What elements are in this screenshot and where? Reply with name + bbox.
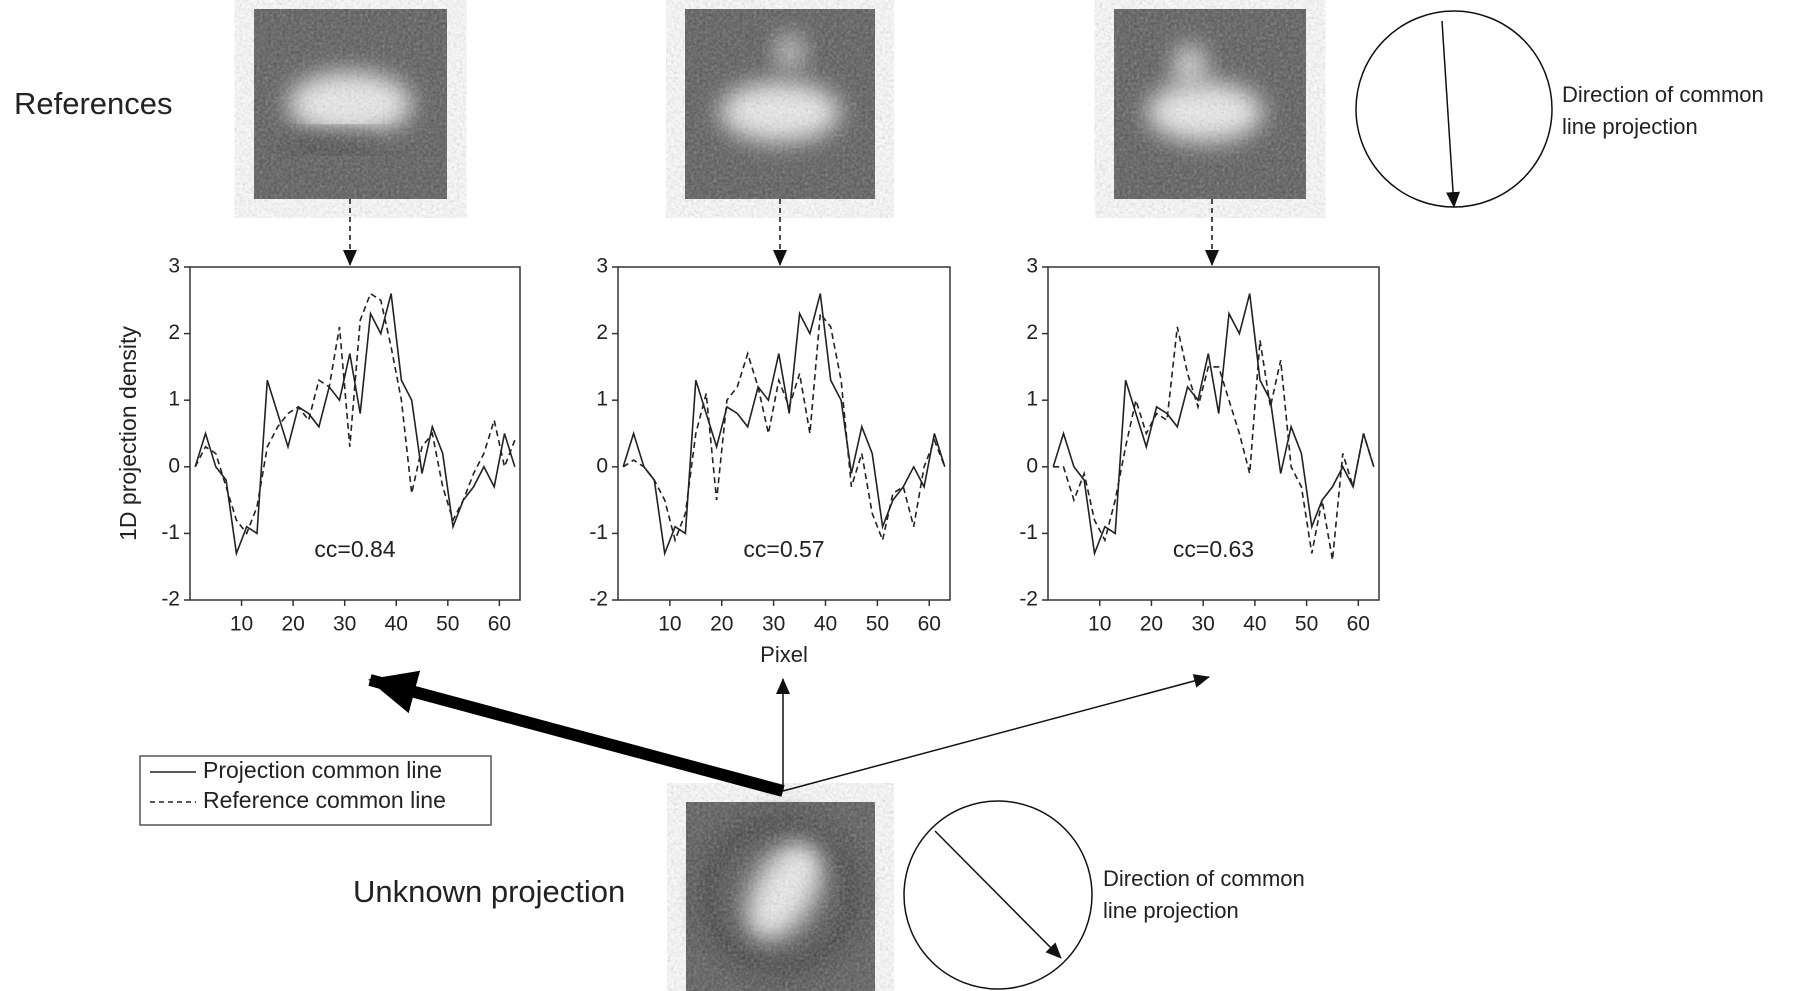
x-tick-label: 60	[1347, 613, 1370, 636]
x-tick-label: 30	[1191, 613, 1214, 636]
annotation: cc=0.57	[743, 536, 824, 562]
x-tick-label: 40	[1243, 613, 1266, 636]
y-tick-label: 3	[168, 255, 180, 278]
y-tick-label: -2	[161, 588, 180, 611]
direction-text: line projection	[1103, 898, 1239, 923]
series-line	[622, 311, 946, 543]
unknown-image	[686, 802, 875, 991]
direction-text: line projection	[1562, 114, 1698, 139]
thick-arrow	[368, 670, 785, 797]
x-tick-label: 50	[436, 613, 459, 636]
x-tick-label: 40	[385, 613, 408, 636]
x-tick-label: 50	[1295, 613, 1318, 636]
x-tick-label: 60	[918, 613, 941, 636]
y-tick-label: 0	[1026, 454, 1038, 477]
direction-arrow	[1441, 20, 1461, 208]
y-tick-label: 3	[596, 255, 608, 278]
x-tick-label: 60	[488, 613, 511, 636]
x-tick-label: 30	[762, 613, 785, 636]
legend: Projection common line Reference common …	[139, 755, 492, 826]
y-tick-label: 1	[1026, 388, 1038, 411]
annotation: cc=0.63	[1173, 536, 1254, 562]
plot-frame	[189, 266, 521, 601]
unknown-label: Unknown projection	[353, 874, 625, 909]
direction-circle	[1355, 10, 1553, 208]
y-tick-label: 0	[168, 454, 180, 477]
legend-label: Reference common line	[203, 787, 446, 813]
x-tick-label: 50	[866, 613, 889, 636]
y-tick-label: 2	[596, 321, 608, 344]
y-tick-label: 1	[168, 388, 180, 411]
plot-frame	[617, 266, 951, 601]
y-tick-label: -1	[589, 521, 608, 544]
direction-circle	[903, 800, 1093, 990]
x-tick-label: 40	[814, 613, 837, 636]
annotation: cc=0.84	[314, 536, 395, 562]
y-tick-label: 0	[596, 454, 608, 477]
direction-text: Direction of common	[1562, 82, 1764, 107]
y-tick-label: 3	[1026, 255, 1038, 278]
y-tick-label: -2	[1019, 588, 1038, 611]
x-tick-label: 10	[1088, 613, 1111, 636]
legend-label: Projection common line	[203, 757, 442, 783]
x-tick-label: 10	[658, 613, 681, 636]
x-tick-label: 10	[230, 613, 253, 636]
y-tick-label: -1	[1019, 521, 1038, 544]
plot-frame	[1047, 266, 1380, 601]
x-tick-label: 30	[333, 613, 356, 636]
reference-image	[685, 9, 875, 199]
x-tick-label: 20	[710, 613, 733, 636]
series-line	[1052, 293, 1375, 557]
series-line	[194, 292, 516, 536]
y-tick-label: 2	[168, 321, 180, 344]
arrow	[782, 674, 1210, 792]
references-label: References	[14, 86, 173, 121]
series-line	[622, 293, 946, 557]
y-tick-label: -1	[161, 521, 180, 544]
x-tick-label: 20	[1140, 613, 1163, 636]
y-tick-label: 1	[596, 388, 608, 411]
direction-text: Direction of common	[1103, 866, 1305, 891]
x-tick-label: 20	[281, 613, 304, 636]
y-tick-label: -2	[589, 588, 608, 611]
legend-box	[139, 755, 492, 826]
x-axis-label: Pixel	[760, 642, 808, 667]
series-line	[194, 293, 516, 557]
direction-arrow	[934, 830, 1062, 959]
y-axis-label: 1D projection density	[115, 326, 141, 541]
reference-image	[1114, 9, 1306, 199]
reference-image	[254, 9, 447, 199]
y-tick-label: 2	[1026, 321, 1038, 344]
series-line	[1053, 326, 1375, 561]
